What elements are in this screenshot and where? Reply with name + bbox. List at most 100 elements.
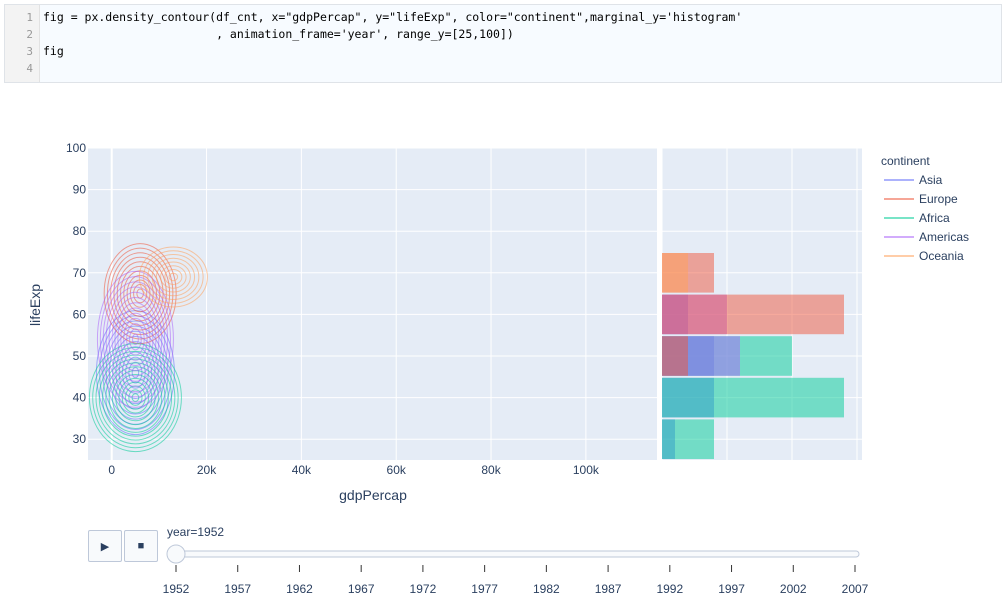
density-contours[interactable] (88, 243, 208, 453)
histogram-bar-europe[interactable] (662, 336, 688, 376)
contour-line-oceania[interactable] (160, 265, 187, 289)
legend-label: Europe (919, 192, 958, 206)
contour-line-europe[interactable] (126, 274, 154, 313)
y-axis-ticks: 30 40 50 60 70 80 90 100 (66, 141, 86, 446)
contour-line-africa[interactable] (105, 362, 166, 433)
slider-year-label[interactable]: 2007 (842, 582, 869, 596)
y-tick-label: 40 (73, 391, 87, 405)
contour-line-americas[interactable] (102, 281, 169, 398)
slider-year-label[interactable]: 1962 (286, 582, 313, 596)
contour-line-americas[interactable] (105, 286, 166, 393)
contour-line-oceania[interactable] (138, 246, 208, 308)
line-number: 2 (26, 28, 33, 41)
slider-year-label[interactable]: 2002 (780, 582, 807, 596)
contour-line-oceania[interactable] (164, 268, 183, 285)
contour-line-americas[interactable] (99, 276, 171, 403)
histogram-bar-oceania[interactable] (662, 253, 688, 293)
contour-line-americas[interactable] (120, 312, 151, 367)
contour-line-africa[interactable] (102, 358, 169, 437)
contour-line-oceania[interactable] (151, 257, 196, 297)
contour-line-americas[interactable] (117, 307, 154, 372)
contour-line-asia[interactable] (131, 366, 140, 379)
y-tick-label: 100 (66, 141, 86, 155)
contour-line-africa[interactable] (95, 350, 176, 445)
contour-line-oceania[interactable] (143, 250, 204, 304)
legend-label: Africa (919, 211, 950, 225)
y-tick-label: 60 (73, 307, 87, 321)
histogram-bar-africa[interactable] (662, 377, 844, 418)
contour-line-africa[interactable] (131, 393, 140, 402)
legend-title: continent (881, 154, 930, 168)
contour-line-americas[interactable] (131, 333, 139, 346)
contour-line-americas[interactable] (129, 328, 142, 351)
contour-line-africa[interactable] (108, 366, 163, 429)
code-line[interactable]: , animation_frame='year', range_y=[25,10… (43, 27, 514, 41)
legend-label: Oceania (919, 249, 964, 263)
contour-line-americas[interactable] (126, 323, 145, 356)
contour-line-americas[interactable] (96, 270, 174, 408)
year-slider[interactable]: 1952 1957 1962 1967 1972 1977 1982 1987 1992 1997… (163, 544, 869, 596)
stop-button[interactable]: ■ (124, 530, 158, 562)
line-number: 1 (26, 11, 33, 24)
main-plot-area[interactable] (88, 148, 657, 460)
legend-item-americas[interactable]: Americas (884, 230, 969, 244)
slider-handle[interactable] (166, 544, 186, 564)
x-tick-label: 20k (197, 463, 217, 477)
y-tick-label: 70 (73, 266, 87, 280)
x-axis-title: gdpPercap (339, 487, 407, 503)
x-tick-label: 40k (292, 463, 312, 477)
contour-line-oceania[interactable] (155, 261, 191, 293)
legend-label: Asia (919, 173, 943, 187)
slider-year-label[interactable]: 1972 (410, 582, 437, 596)
contour-line-americas[interactable] (123, 317, 148, 361)
slider-track[interactable] (171, 550, 860, 558)
x-tick-label: 0 (108, 463, 115, 477)
legend-label: Americas (919, 230, 969, 244)
slider-year-label[interactable]: 1957 (224, 582, 251, 596)
slider-year-label[interactable]: 1992 (656, 582, 683, 596)
contour-line-americas[interactable] (108, 291, 163, 387)
contour-line-americas[interactable] (114, 302, 157, 377)
line-number: 4 (26, 62, 33, 75)
current-year-label: year=1952 (167, 525, 225, 539)
contour-line-europe[interactable] (113, 256, 167, 331)
legend[interactable]: Asia Europe Africa Americas Oceania (884, 173, 969, 263)
contour-line-oceania[interactable] (147, 253, 200, 300)
contour-line-africa[interactable] (88, 343, 182, 453)
legend-item-asia[interactable]: Asia (884, 173, 943, 187)
legend-item-africa[interactable]: Africa (884, 211, 950, 225)
histogram-bar-europe[interactable] (662, 294, 844, 335)
y-tick-label: 80 (73, 224, 87, 238)
legend-item-europe[interactable]: Europe (884, 192, 958, 206)
slider-year-label[interactable]: 1997 (718, 582, 745, 596)
contour-line-africa[interactable] (92, 346, 179, 449)
contour-line-asia[interactable] (115, 341, 156, 405)
slider-year-label[interactable]: 1967 (348, 582, 375, 596)
x-tick-label: 80k (481, 463, 501, 477)
x-axis-ticks: 0 20k 40k 60k 80k 100k (108, 463, 600, 477)
contour-line-africa[interactable] (128, 389, 143, 406)
line-number: 3 (26, 45, 33, 58)
contour-line-oceania[interactable] (168, 272, 179, 282)
slider-year-label[interactable]: 1982 (533, 582, 560, 596)
slider-year-label[interactable]: 1952 (163, 582, 190, 596)
contour-line-americas[interactable] (111, 297, 160, 382)
play-icon: ▶ (100, 540, 110, 553)
play-button[interactable]: ▶ (88, 530, 122, 562)
contour-line-asia[interactable] (128, 361, 143, 384)
code-line[interactable]: fig (43, 44, 64, 58)
marginal-histogram-bars[interactable] (662, 253, 844, 459)
x-tick-label: 100k (573, 463, 600, 477)
y-axis-title: lifeExp (27, 284, 43, 326)
legend-item-oceania[interactable]: Oceania (884, 249, 964, 263)
x-tick-label: 60k (387, 463, 407, 477)
code-line[interactable]: fig = px.density_contour(df_cnt, x="gdpP… (43, 10, 743, 24)
slider-year-label[interactable]: 1977 (471, 582, 498, 596)
code-cell[interactable]: 1 2 3 4 fig = px.density_contour(df_cnt,… (4, 4, 1002, 83)
contour-line-africa[interactable] (118, 377, 153, 418)
histogram-bar-africa[interactable] (662, 419, 714, 459)
line-number-gutter: 1 2 3 4 (5, 5, 40, 82)
y-tick-label: 30 (73, 432, 87, 446)
slider-year-label[interactable]: 1987 (595, 582, 622, 596)
